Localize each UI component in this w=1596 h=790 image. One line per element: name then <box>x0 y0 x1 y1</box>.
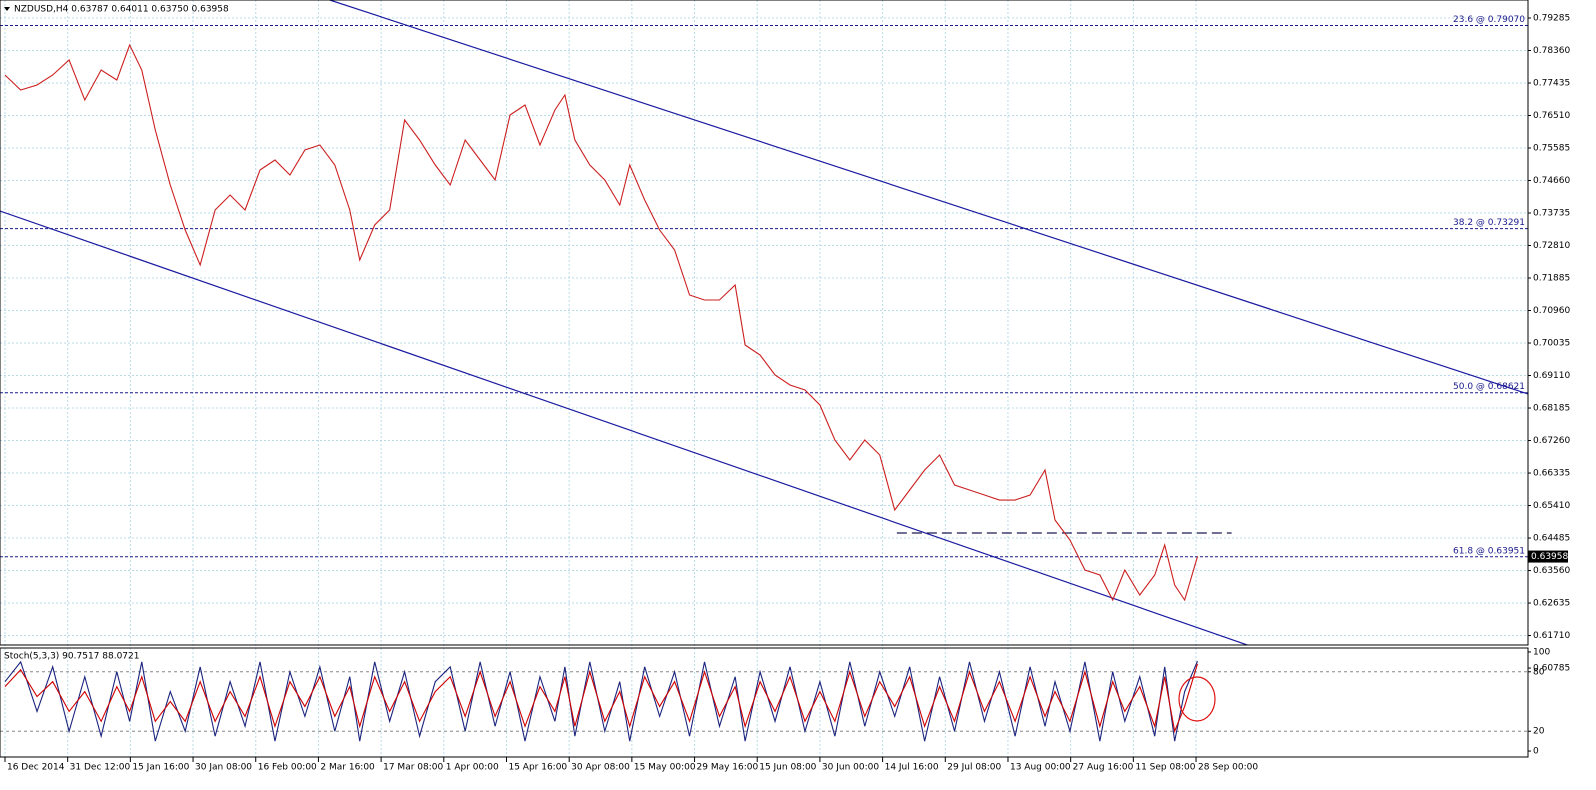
x-tick-label: 15 May 00:00 <box>634 763 696 773</box>
fib-label: 23.6 @ 0.79070 <box>1453 15 1525 25</box>
trend-line <box>0 210 1250 645</box>
y-tick-label: 0.73735 <box>1533 209 1570 219</box>
x-tick-label: 15 Jun 08:00 <box>759 763 816 773</box>
x-tick-label: 17 Mar 08:00 <box>383 763 443 773</box>
fib-label: 38.2 @ 0.73291 <box>1453 218 1525 228</box>
fib-label: 61.8 @ 0.63951 <box>1453 546 1525 556</box>
y-tick-label: 0.60785 <box>1533 664 1570 674</box>
y-tick-label: 0 <box>1533 747 1539 757</box>
y-tick-label: 0.70035 <box>1533 339 1570 349</box>
x-tick-label: 16 Feb 00:00 <box>258 763 317 773</box>
x-tick-label: 16 Dec 2014 <box>7 763 65 773</box>
trend-line <box>329 0 1528 395</box>
y-tick-label: 0.77435 <box>1533 78 1570 88</box>
series-line <box>4 663 1198 734</box>
chart-title: NZDUSD,H4 0.63787 0.64011 0.63750 0.6395… <box>14 5 229 15</box>
x-tick-label: 29 Jul 08:00 <box>947 763 1001 773</box>
marks <box>0 0 1528 742</box>
y-tick-label: 0.69110 <box>1533 371 1570 381</box>
y-tick-label: 0.70960 <box>1533 306 1570 316</box>
last-price-label: 0.63958 <box>1531 552 1568 562</box>
y-tick-label: 0.78360 <box>1533 46 1570 56</box>
x-tick-label: 11 Sep 08:00 <box>1135 763 1195 773</box>
y-tick-label: 0.62635 <box>1533 599 1570 609</box>
x-tick-label: 27 Aug 16:00 <box>1073 763 1134 773</box>
highlight-circle <box>1178 676 1216 722</box>
y-tick-label: 0.76510 <box>1533 111 1570 121</box>
x-tick-label: 30 Jan 08:00 <box>195 763 252 773</box>
y-tick-label: 0.72810 <box>1533 241 1570 251</box>
series-line <box>4 43 1198 602</box>
y-tick-label: 0.66335 <box>1533 469 1570 479</box>
y-tick-label: 0.61710 <box>1533 631 1570 641</box>
stoch-panel-frame <box>0 647 1529 758</box>
y-tick-label: 0.75585 <box>1533 144 1570 154</box>
x-tick-label: 28 Sep 00:00 <box>1198 763 1258 773</box>
price-panel-frame <box>0 0 1529 646</box>
labels: 0.79285 0.78360 0.77435 0.76510 0.75585 0.746… <box>7 13 1571 772</box>
x-tick-label: 30 Apr 08:00 <box>571 763 630 773</box>
y-tick-label: 0.63560 <box>1533 566 1570 576</box>
y-tick-label: 0.67260 <box>1533 436 1570 446</box>
x-tick-label: 14 Jul 16:00 <box>885 763 939 773</box>
x-tick-label: 2 Mar 16:00 <box>320 763 375 773</box>
y-tick-label: 0.79285 <box>1533 13 1570 23</box>
x-tick-label: 15 Apr 16:00 <box>508 763 567 773</box>
indicator-title: Stoch(5,3,3) 90.7517 88.0721 <box>4 652 139 662</box>
x-tick-label: 29 May 16:00 <box>697 763 759 773</box>
y-tick-label: 100 <box>1533 647 1550 657</box>
y-tick-label: 0.71885 <box>1533 274 1570 284</box>
x-tick-label: 31 Dec 12:00 <box>70 763 131 773</box>
y-tick-label: 0.65410 <box>1533 501 1570 511</box>
grid <box>0 0 1531 762</box>
x-tick-label: 30 Jun 00:00 <box>822 763 879 773</box>
x-tick-label: 15 Jan 16:00 <box>132 763 189 773</box>
y-tick-label: 0.74660 <box>1533 176 1570 186</box>
x-tick-label: 13 Aug 00:00 <box>1010 763 1071 773</box>
menu-triangle[interactable] <box>4 7 10 11</box>
y-tick-label: 80 <box>1533 667 1545 677</box>
y-tick-label: 20 <box>1533 727 1545 737</box>
y-tick-label: 0.68185 <box>1533 404 1570 414</box>
fib-label: 50.0 @ 0.68621 <box>1453 382 1525 392</box>
last-price-box <box>1528 550 1568 563</box>
x-tick-label: 1 Apr 00:00 <box>446 763 499 773</box>
y-tick-label: 0.64485 <box>1533 534 1570 544</box>
